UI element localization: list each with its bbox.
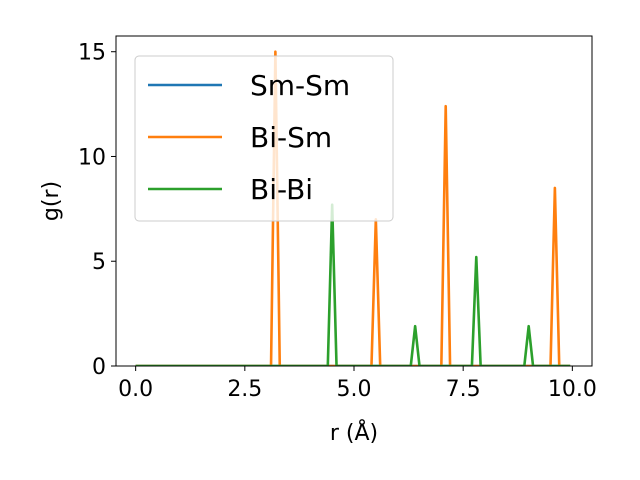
x-tick-label: 10.0 [548, 377, 597, 402]
legend-label-sm-sm: Sm-Sm [250, 69, 350, 102]
x-axis-ticks: 0.0 2.5 5.0 7.5 10.0 [118, 366, 597, 402]
x-tick-label: 5.0 [337, 377, 372, 402]
x-axis-label: r (Å) [330, 419, 378, 446]
legend-label-bi-sm: Bi-Sm [250, 121, 332, 154]
legend-box [134, 55, 394, 222]
y-axis-ticks: 0 5 10 15 [78, 41, 116, 380]
x-tick-label: 0.0 [118, 377, 153, 402]
y-axis-label: g(r) [39, 181, 64, 221]
series-line-bi-bi [135, 203, 571, 366]
y-tick-label: 0 [92, 355, 106, 380]
x-tick-label: 2.5 [227, 377, 262, 402]
y-tick-label: 10 [78, 145, 106, 170]
y-tick-label: 15 [78, 41, 106, 66]
legend: Sm-Sm Bi-Sm Bi-Bi [134, 55, 394, 222]
y-tick-label: 5 [92, 250, 106, 275]
x-tick-label: 7.5 [446, 377, 481, 402]
legend-label-bi-bi: Bi-Bi [250, 173, 313, 206]
